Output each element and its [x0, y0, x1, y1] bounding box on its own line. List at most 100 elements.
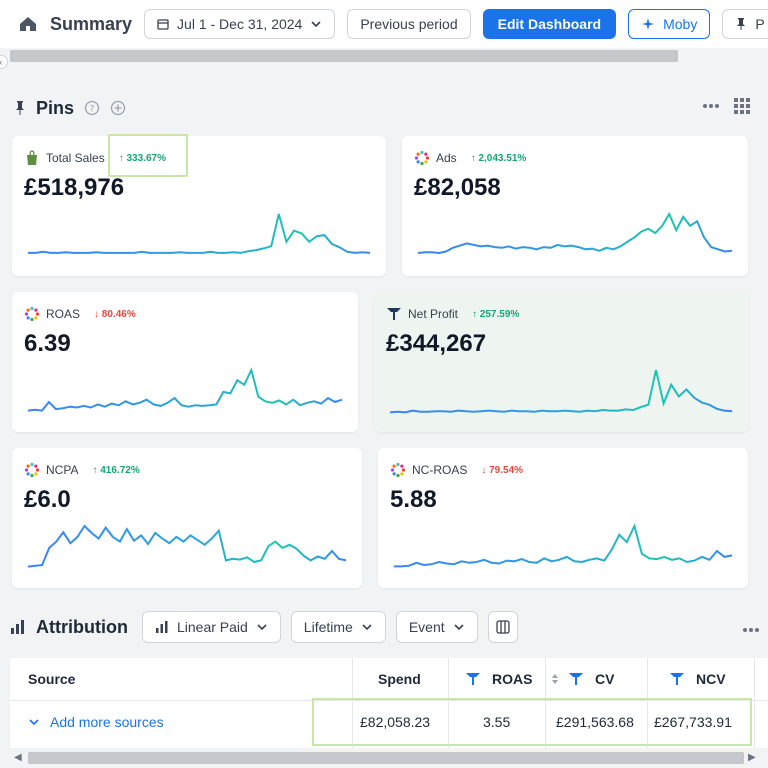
triple-whale-icon — [466, 673, 480, 685]
attribution-model-label: Linear Paid — [176, 619, 248, 635]
metric-value: £6.0 — [24, 486, 71, 513]
chevron-down-icon — [29, 719, 39, 726]
more-options-icon[interactable] — [702, 103, 720, 109]
sparkline-path — [394, 523, 733, 568]
card-title: Net Profit — [408, 307, 459, 321]
cell-ncv: £267,733.91 — [654, 714, 732, 730]
moby-label: Moby — [663, 16, 698, 32]
attribution-title: Attribution — [36, 616, 128, 637]
column-divider — [754, 658, 755, 748]
horizontal-scrollbar-bottom[interactable] — [28, 752, 744, 764]
pin-card-roas[interactable]: ROAS ↓ 80.46% 6.39 — [12, 292, 358, 432]
date-range-picker[interactable]: Jul 1 - Dec 31, 2024 — [144, 9, 336, 39]
metric-value: 5.88 — [390, 486, 437, 513]
column-header-ncv[interactable]: NCV — [670, 658, 726, 700]
top-toolbar: Summary Jul 1 - Dec 31, 2024 Previous pe… — [0, 0, 768, 48]
pins-actions — [702, 98, 750, 114]
previous-period-button[interactable]: Previous period — [347, 9, 471, 39]
cell-cv: £291,563.68 — [556, 714, 634, 730]
multicolor-dots-icon — [24, 462, 40, 478]
column-header-roas-label: ROAS — [492, 671, 533, 687]
multicolor-dots-icon — [414, 150, 430, 166]
help-icon[interactable]: ? — [84, 100, 100, 116]
moby-button[interactable]: Moby — [628, 9, 711, 39]
triple-whale-icon — [569, 673, 583, 685]
attribution-table: Source Spend ROAS CV NCV Add more source… — [10, 658, 768, 748]
column-header-roas[interactable]: ROAS — [466, 658, 532, 700]
column-header-cv-label: CV — [595, 671, 615, 687]
sparkline-path — [28, 213, 371, 254]
delta-badge: ↑ 416.72% — [92, 464, 140, 476]
column-divider — [352, 658, 353, 748]
pin-icon — [16, 101, 24, 115]
multicolor-dots-icon — [24, 306, 40, 322]
cell-roas: 3.55 — [483, 714, 511, 730]
attribution-window-dropdown[interactable]: Lifetime — [290, 611, 386, 643]
card-title: NC-ROAS — [412, 463, 468, 477]
sparkline-path — [27, 524, 347, 568]
header-divider — [10, 700, 768, 701]
page-title: Summary — [50, 13, 133, 34]
delta-badge: ↑ 333.67% — [118, 152, 166, 164]
column-divider — [448, 658, 449, 748]
metric-value: 6.39 — [24, 330, 71, 357]
pin-button[interactable]: P — [722, 9, 768, 39]
column-header-ncv-label: NCV — [696, 671, 726, 687]
cell-spend: £82,058.23 — [360, 714, 431, 730]
horizontal-scrollbar-top[interactable] — [10, 50, 678, 62]
grid-layout-icon[interactable] — [734, 98, 750, 114]
pin-icon — [737, 18, 746, 30]
card-header: NC-ROAS ↓ 79.54% — [390, 462, 523, 478]
sparkle-icon — [642, 18, 655, 30]
attribution-model-dropdown[interactable]: Linear Paid — [141, 611, 281, 643]
card-header: NCPA ↑ 416.72% — [24, 462, 140, 478]
date-type-label: Event — [408, 619, 445, 635]
sparkline — [389, 369, 733, 414]
date-range-label: Jul 1 - Dec 31, 2024 — [177, 16, 303, 32]
date-type-dropdown[interactable]: Event — [395, 611, 478, 643]
edit-dashboard-button[interactable]: Edit Dashboard — [482, 9, 617, 39]
home-icon[interactable] — [18, 13, 38, 35]
pin-card-total-sales[interactable]: Total Sales ↑ 333.67% £518,976 — [12, 136, 386, 276]
add-pin-icon[interactable] — [110, 100, 126, 116]
calendar-icon — [157, 19, 169, 30]
metric-value: £518,976 — [24, 174, 125, 201]
multicolor-dots-icon — [390, 462, 406, 478]
delta-badge: ↓ 80.46% — [94, 308, 136, 320]
shopify-bag-icon — [27, 150, 37, 165]
collapse-handle[interactable]: ‹ — [0, 55, 8, 69]
card-header: Ads ↑ 2,043.51% — [414, 150, 526, 166]
column-header-source[interactable]: Source — [28, 671, 76, 687]
column-divider — [647, 658, 648, 748]
scroll-right-arrow[interactable]: ▶ — [748, 752, 756, 763]
attribution-more[interactable] — [742, 620, 760, 638]
sparkline — [417, 211, 733, 255]
pin-card-net-profit[interactable]: Net Profit ↑ 257.59% £344,267 — [374, 292, 748, 432]
pin-card-ads[interactable]: Ads ↑ 2,043.51% £82,058 — [402, 136, 748, 276]
column-header-cv[interactable]: CV — [551, 658, 614, 700]
sparkline — [28, 213, 371, 254]
sort-icon — [552, 674, 558, 684]
pin-card-ncpa[interactable]: NCPA ↑ 416.72% £6.0 — [12, 448, 362, 588]
metric-value: £82,058 — [414, 174, 501, 201]
delta-badge: ↑ 257.59% — [472, 308, 520, 320]
columns-button[interactable] — [487, 611, 518, 643]
sparkline-path — [417, 211, 733, 255]
column-header-spend[interactable]: Spend — [378, 671, 421, 687]
pins-header: Pins ? — [14, 94, 126, 122]
sparkline — [27, 524, 347, 568]
card-header: Net Profit ↑ 257.59% — [386, 306, 519, 322]
sparkline — [394, 523, 733, 568]
card-header: ROAS ↓ 80.46% — [24, 306, 136, 322]
card-title: ROAS — [46, 307, 81, 321]
pin-card-nc-roas[interactable]: NC-ROAS ↓ 79.54% 5.88 — [378, 448, 748, 588]
metric-value: £344,267 — [386, 330, 487, 357]
scroll-left-arrow[interactable]: ◀ — [14, 752, 22, 763]
pins-title: Pins — [36, 97, 75, 118]
card-title: Total Sales — [46, 151, 105, 165]
triple-whale-icon — [387, 308, 401, 320]
pin-button-label: P — [755, 16, 765, 32]
add-more-sources-link[interactable]: Add more sources — [28, 714, 164, 730]
columns-icon — [495, 620, 510, 634]
sparkline-path — [389, 369, 733, 414]
